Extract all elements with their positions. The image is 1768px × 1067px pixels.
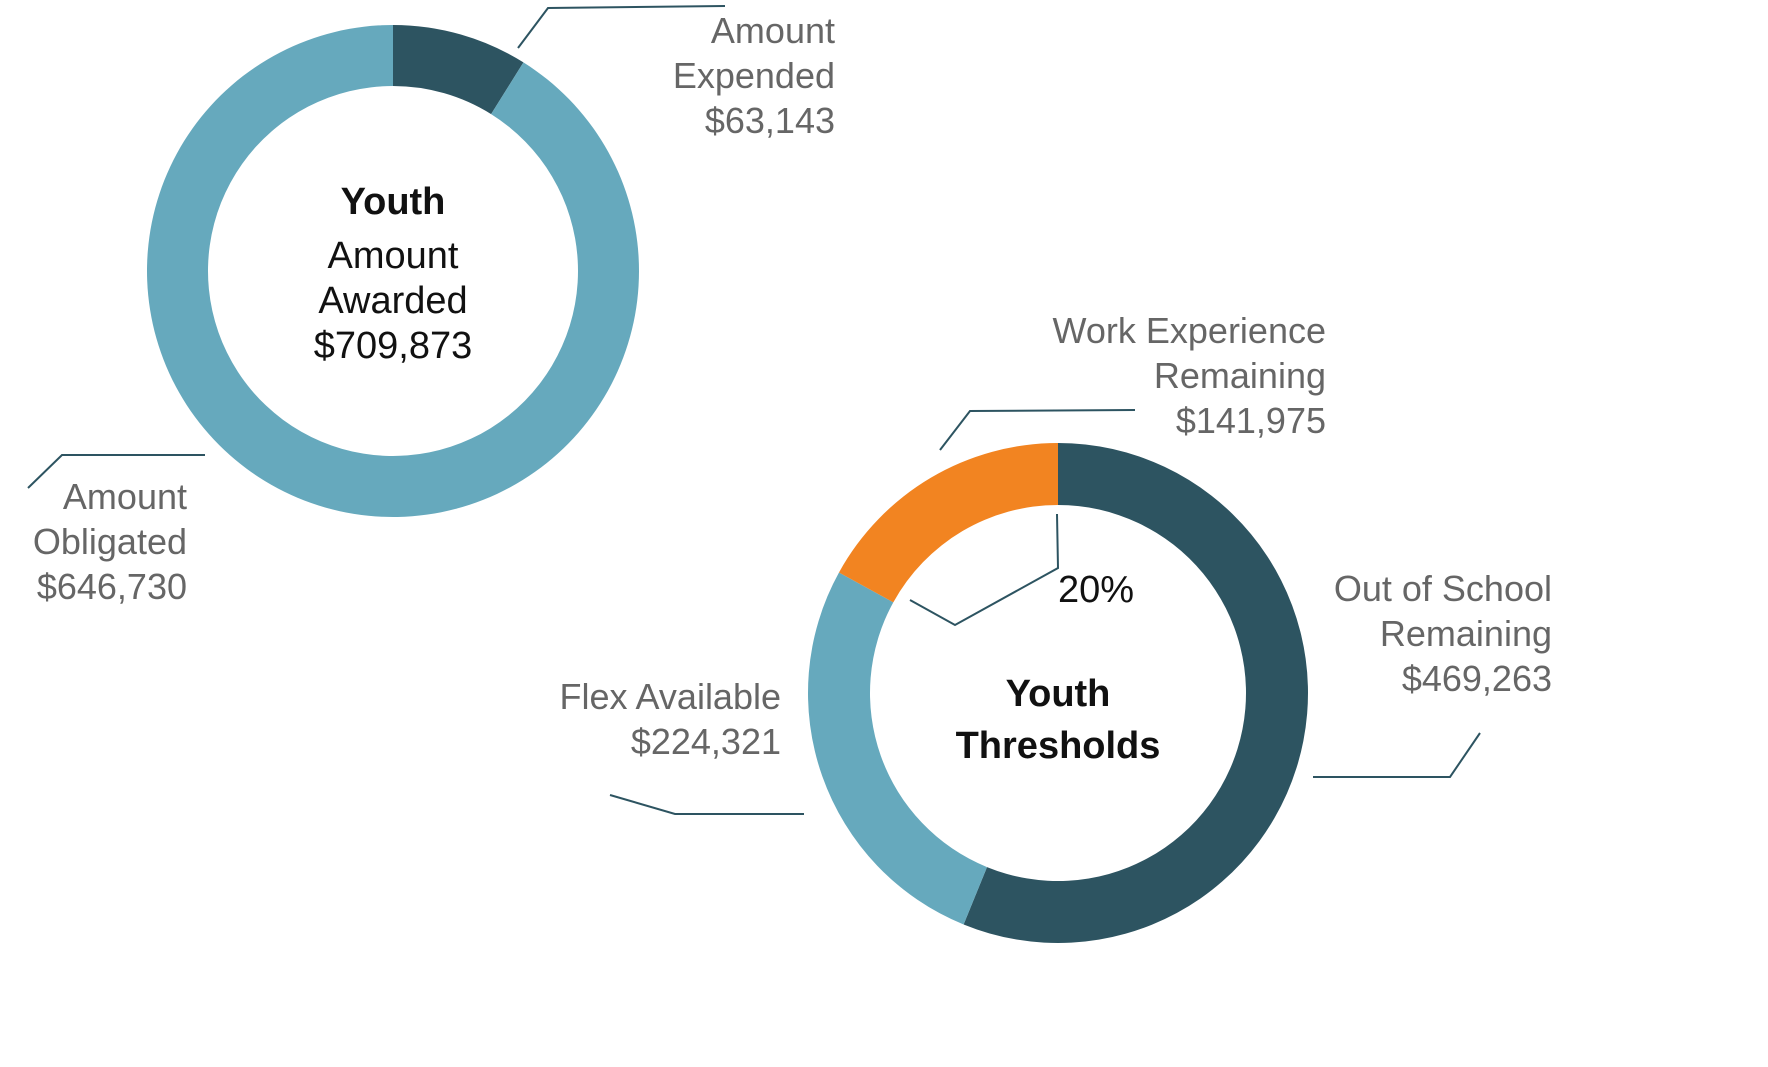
annotation: 20%	[1058, 569, 1135, 611]
slice-value: $63,143	[704, 100, 835, 141]
leader-line	[609, 794, 804, 815]
donut-slice	[963, 443, 1309, 943]
leader-line	[517, 5, 726, 49]
slice-name: Work Experience Remaining	[1052, 310, 1326, 396]
leader-line	[27, 454, 205, 489]
slice-value: $141,975	[1175, 400, 1326, 441]
slice-label: Flex Available $224,321	[461, 674, 781, 764]
slice-name: Out of School Remaining	[1333, 568, 1552, 654]
leader-line	[1313, 732, 1481, 778]
leader-line	[939, 409, 1136, 451]
leader-line	[909, 513, 1060, 627]
center-text: Youth Amount Awarded $709,873	[223, 176, 563, 369]
slice-label: Work Experience Remaining $141,975	[1006, 308, 1326, 443]
slice-name: Amount Expended	[672, 10, 835, 96]
donut-slice	[838, 443, 1058, 603]
center-subtitle: Amount Awarded	[318, 235, 468, 322]
leader-lines	[27, 5, 1481, 815]
center-title: Youth Thresholds	[955, 673, 1161, 767]
center-title: Youth	[340, 181, 446, 223]
donut-slice	[808, 572, 988, 925]
center-text: Youth Thresholds	[888, 668, 1228, 772]
donut-slice	[393, 25, 524, 115]
slice-value: $646,730	[36, 566, 187, 607]
slice-label: Amount Expended $63,143	[635, 8, 835, 143]
slice-name: Flex Available	[559, 676, 781, 717]
slice-value: $469,263	[1401, 658, 1552, 699]
slice-label: Amount Obligated $646,730	[0, 474, 187, 609]
slice-name: Amount Obligated	[32, 476, 187, 562]
slice-value: $224,321	[630, 721, 781, 762]
center-total: $709,873	[313, 325, 473, 367]
slice-label: Out of School Remaining $469,263	[1282, 566, 1552, 701]
